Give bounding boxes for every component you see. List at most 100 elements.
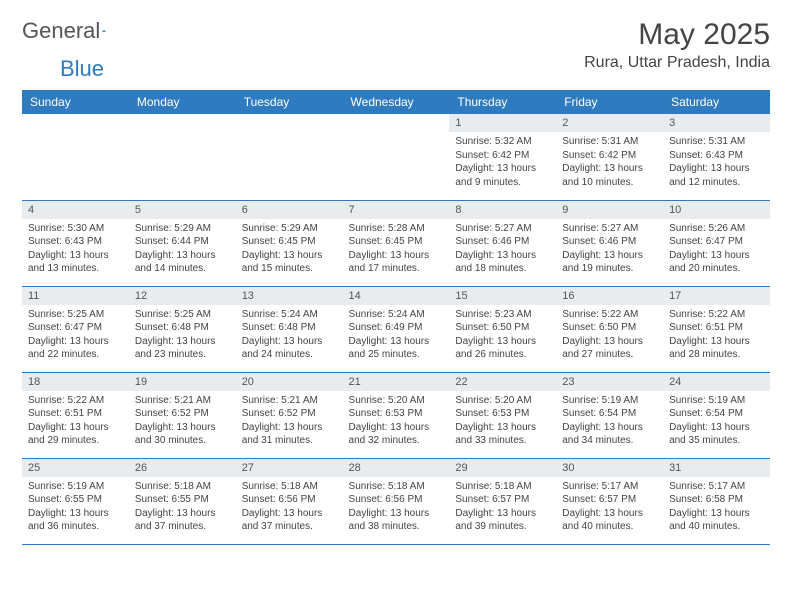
day-details: Sunrise: 5:29 AMSunset: 6:45 PMDaylight:…	[236, 219, 343, 280]
day-details: Sunrise: 5:21 AMSunset: 6:52 PMDaylight:…	[236, 391, 343, 452]
day-details: Sunrise: 5:31 AMSunset: 6:42 PMDaylight:…	[556, 132, 663, 193]
daylight-line: Daylight: 13 hours and 36 minutes.	[28, 507, 123, 534]
calendar-day-cell: 16Sunrise: 5:22 AMSunset: 6:50 PMDayligh…	[556, 286, 663, 372]
daylight-line: Daylight: 13 hours and 29 minutes.	[28, 421, 123, 448]
calendar-day-cell: 2Sunrise: 5:31 AMSunset: 6:42 PMDaylight…	[556, 114, 663, 200]
daylight-line: Daylight: 13 hours and 33 minutes.	[455, 421, 550, 448]
calendar-day-cell: 17Sunrise: 5:22 AMSunset: 6:51 PMDayligh…	[663, 286, 770, 372]
calendar-day-cell: 19Sunrise: 5:21 AMSunset: 6:52 PMDayligh…	[129, 372, 236, 458]
day-number: 21	[343, 373, 450, 391]
day-number: 24	[663, 373, 770, 391]
sunrise-line: Sunrise: 5:18 AM	[455, 480, 550, 494]
sunset-line: Sunset: 6:56 PM	[349, 493, 444, 507]
day-details: Sunrise: 5:25 AMSunset: 6:47 PMDaylight:…	[22, 305, 129, 366]
calendar-week-row: 1Sunrise: 5:32 AMSunset: 6:42 PMDaylight…	[22, 114, 770, 200]
daylight-line: Daylight: 13 hours and 19 minutes.	[562, 249, 657, 276]
sunrise-line: Sunrise: 5:25 AM	[135, 308, 230, 322]
daylight-line: Daylight: 13 hours and 38 minutes.	[349, 507, 444, 534]
day-details: Sunrise: 5:31 AMSunset: 6:43 PMDaylight:…	[663, 132, 770, 193]
day-number: 4	[22, 201, 129, 219]
day-header: Monday	[129, 90, 236, 114]
calendar-week-row: 18Sunrise: 5:22 AMSunset: 6:51 PMDayligh…	[22, 372, 770, 458]
calendar-day-cell: 23Sunrise: 5:19 AMSunset: 6:54 PMDayligh…	[556, 372, 663, 458]
day-number: 25	[22, 459, 129, 477]
sunset-line: Sunset: 6:58 PM	[669, 493, 764, 507]
sunrise-line: Sunrise: 5:17 AM	[669, 480, 764, 494]
sunset-line: Sunset: 6:46 PM	[455, 235, 550, 249]
calendar-day-cell: 27Sunrise: 5:18 AMSunset: 6:56 PMDayligh…	[236, 458, 343, 544]
sunset-line: Sunset: 6:55 PM	[28, 493, 123, 507]
sunset-line: Sunset: 6:51 PM	[28, 407, 123, 421]
sunrise-line: Sunrise: 5:27 AM	[455, 222, 550, 236]
daylight-line: Daylight: 13 hours and 34 minutes.	[562, 421, 657, 448]
day-number: 31	[663, 459, 770, 477]
sunrise-line: Sunrise: 5:29 AM	[135, 222, 230, 236]
calendar-day-cell: 29Sunrise: 5:18 AMSunset: 6:57 PMDayligh…	[449, 458, 556, 544]
day-header: Sunday	[22, 90, 129, 114]
calendar-day-cell: 14Sunrise: 5:24 AMSunset: 6:49 PMDayligh…	[343, 286, 450, 372]
sunset-line: Sunset: 6:49 PM	[349, 321, 444, 335]
logo-text-a: General	[22, 18, 100, 44]
day-number: 1	[449, 114, 556, 132]
calendar-day-cell: 9Sunrise: 5:27 AMSunset: 6:46 PMDaylight…	[556, 200, 663, 286]
sunset-line: Sunset: 6:43 PM	[28, 235, 123, 249]
sunset-line: Sunset: 6:43 PM	[669, 149, 764, 163]
day-details: Sunrise: 5:27 AMSunset: 6:46 PMDaylight:…	[556, 219, 663, 280]
sunset-line: Sunset: 6:53 PM	[455, 407, 550, 421]
sunset-line: Sunset: 6:56 PM	[242, 493, 337, 507]
daylight-line: Daylight: 13 hours and 27 minutes.	[562, 335, 657, 362]
calendar-day-cell: 25Sunrise: 5:19 AMSunset: 6:55 PMDayligh…	[22, 458, 129, 544]
day-number: 23	[556, 373, 663, 391]
day-number: 14	[343, 287, 450, 305]
sunset-line: Sunset: 6:46 PM	[562, 235, 657, 249]
day-details: Sunrise: 5:18 AMSunset: 6:57 PMDaylight:…	[449, 477, 556, 538]
day-details: Sunrise: 5:22 AMSunset: 6:51 PMDaylight:…	[22, 391, 129, 452]
sunset-line: Sunset: 6:47 PM	[669, 235, 764, 249]
sunset-line: Sunset: 6:44 PM	[135, 235, 230, 249]
calendar-day-cell: 5 Sunrise: 5:29 AMSunset: 6:44 PMDaylight…	[129, 200, 236, 286]
sunrise-line: Sunrise: 5:20 AM	[455, 394, 550, 408]
calendar-table: SundayMondayTuesdayWednesdayThursdayFrid…	[22, 90, 770, 545]
daylight-line: Daylight: 13 hours and 40 minutes.	[669, 507, 764, 534]
sunrise-line: Sunrise: 5:24 AM	[242, 308, 337, 322]
day-number: 8	[449, 201, 556, 219]
day-details: Sunrise: 5:19 AMSunset: 6:54 PMDaylight:…	[556, 391, 663, 452]
sunrise-line: Sunrise: 5:29 AM	[242, 222, 337, 236]
daylight-line: Daylight: 13 hours and 30 minutes.	[135, 421, 230, 448]
day-header: Tuesday	[236, 90, 343, 114]
calendar-day-cell: 30Sunrise: 5:17 AMSunset: 6:57 PMDayligh…	[556, 458, 663, 544]
day-number: 19	[129, 373, 236, 391]
calendar-empty-cell	[22, 114, 129, 200]
day-header: Thursday	[449, 90, 556, 114]
day-details: Sunrise: 5:22 AMSunset: 6:50 PMDaylight:…	[556, 305, 663, 366]
day-details: Sunrise: 5:22 AMSunset: 6:51 PMDaylight:…	[663, 305, 770, 366]
sunset-line: Sunset: 6:48 PM	[242, 321, 337, 335]
calendar-day-cell: 1Sunrise: 5:32 AMSunset: 6:42 PMDaylight…	[449, 114, 556, 200]
day-number: 5	[129, 201, 236, 219]
day-header: Wednesday	[343, 90, 450, 114]
calendar-day-cell: 10Sunrise: 5:26 AMSunset: 6:47 PMDayligh…	[663, 200, 770, 286]
daylight-line: Daylight: 13 hours and 40 minutes.	[562, 507, 657, 534]
daylight-line: Daylight: 13 hours and 12 minutes.	[669, 162, 764, 189]
day-details: Sunrise: 5:20 AMSunset: 6:53 PMDaylight:…	[343, 391, 450, 452]
sunrise-line: Sunrise: 5:22 AM	[28, 394, 123, 408]
daylight-line: Daylight: 13 hours and 14 minutes.	[135, 249, 230, 276]
sunset-line: Sunset: 6:47 PM	[28, 321, 123, 335]
sunset-line: Sunset: 6:42 PM	[562, 149, 657, 163]
sunset-line: Sunset: 6:52 PM	[242, 407, 337, 421]
calendar-week-row: 11Sunrise: 5:25 AMSunset: 6:47 PMDayligh…	[22, 286, 770, 372]
daylight-line: Daylight: 13 hours and 20 minutes.	[669, 249, 764, 276]
day-details: Sunrise: 5:30 AMSunset: 6:43 PMDaylight:…	[22, 219, 129, 280]
day-number: 15	[449, 287, 556, 305]
sunset-line: Sunset: 6:57 PM	[562, 493, 657, 507]
daylight-line: Daylight: 13 hours and 13 minutes.	[28, 249, 123, 276]
daylight-line: Daylight: 13 hours and 31 minutes.	[242, 421, 337, 448]
daylight-line: Daylight: 13 hours and 28 minutes.	[669, 335, 764, 362]
calendar-week-row: 4Sunrise: 5:30 AMSunset: 6:43 PMDaylight…	[22, 200, 770, 286]
sunrise-line: Sunrise: 5:21 AM	[135, 394, 230, 408]
daylight-line: Daylight: 13 hours and 37 minutes.	[135, 507, 230, 534]
sunrise-line: Sunrise: 5:30 AM	[28, 222, 123, 236]
sunrise-line: Sunrise: 5:19 AM	[562, 394, 657, 408]
day-details: Sunrise: 5:25 AMSunset: 6:48 PMDaylight:…	[129, 305, 236, 366]
day-number: 29	[449, 459, 556, 477]
